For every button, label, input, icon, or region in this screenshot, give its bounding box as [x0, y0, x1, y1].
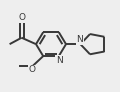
- Text: N: N: [76, 35, 83, 44]
- Text: O: O: [18, 13, 25, 22]
- Text: N: N: [56, 56, 63, 65]
- Text: O: O: [29, 65, 36, 74]
